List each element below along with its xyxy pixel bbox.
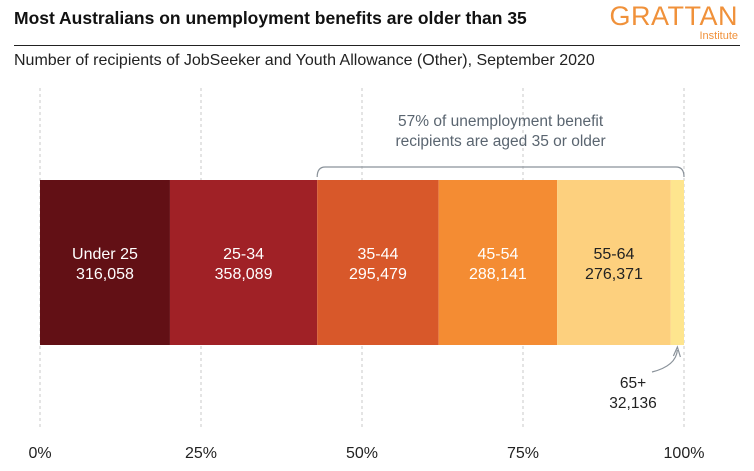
segment-value-label: 276,371 (585, 266, 643, 283)
chart-title: Most Australians on unemployment benefit… (14, 8, 527, 28)
segment-value-label: 288,141 (469, 266, 527, 283)
callout-arrow (651, 349, 678, 373)
logo-subtext: Institute (699, 30, 738, 42)
bar-segment (670, 180, 684, 345)
segment-category-label: Under 25 (72, 246, 138, 263)
segment-value-label: 295,479 (349, 266, 407, 283)
bracket-annotation-text: recipients are aged 35 or older (395, 133, 605, 150)
segment-labels: Under 25 316,058 25-34 358,089 35-44 295,479 4… (72, 246, 643, 283)
callout-label: 32,136 (609, 395, 656, 412)
segment-category-label: 45-54 (477, 246, 518, 263)
x-tick-label: 50% (346, 445, 378, 462)
bar-segment (169, 180, 318, 345)
x-tick-label: 75% (507, 445, 539, 462)
bar-segment (40, 180, 170, 345)
annotations: 57% of unemployment benefit recipients ar… (316, 113, 685, 412)
bracket (316, 166, 685, 178)
bar-segment (317, 180, 439, 345)
segment-value-label: 316,058 (76, 266, 134, 283)
x-axis-ticks: 0% 25% 50% 75% 100% (28, 445, 704, 462)
x-tick-label: 0% (28, 445, 51, 462)
x-tick-label: 100% (664, 445, 705, 462)
callout-label: 65+ (620, 375, 646, 392)
bar-segment (557, 180, 671, 345)
segment-value-label: 358,089 (215, 266, 273, 283)
bar-segments (40, 180, 684, 345)
bar-segment (438, 180, 558, 345)
logo-wordmark: GRATTAN (609, 1, 738, 31)
grattan-logo: GRATTAN Institute (610, 3, 739, 42)
x-tick-label: 25% (185, 445, 217, 462)
callout-arrowhead (672, 345, 681, 358)
chart-subtitle: Number of recipients of JobSeeker and Yo… (14, 52, 595, 69)
segment-category-label: 25-34 (223, 246, 264, 263)
title-rule (14, 45, 740, 46)
segment-category-label: 55-64 (594, 246, 635, 263)
bracket-annotation-text: 57% of unemployment benefit (398, 113, 604, 130)
segment-category-label: 35-44 (357, 246, 398, 263)
